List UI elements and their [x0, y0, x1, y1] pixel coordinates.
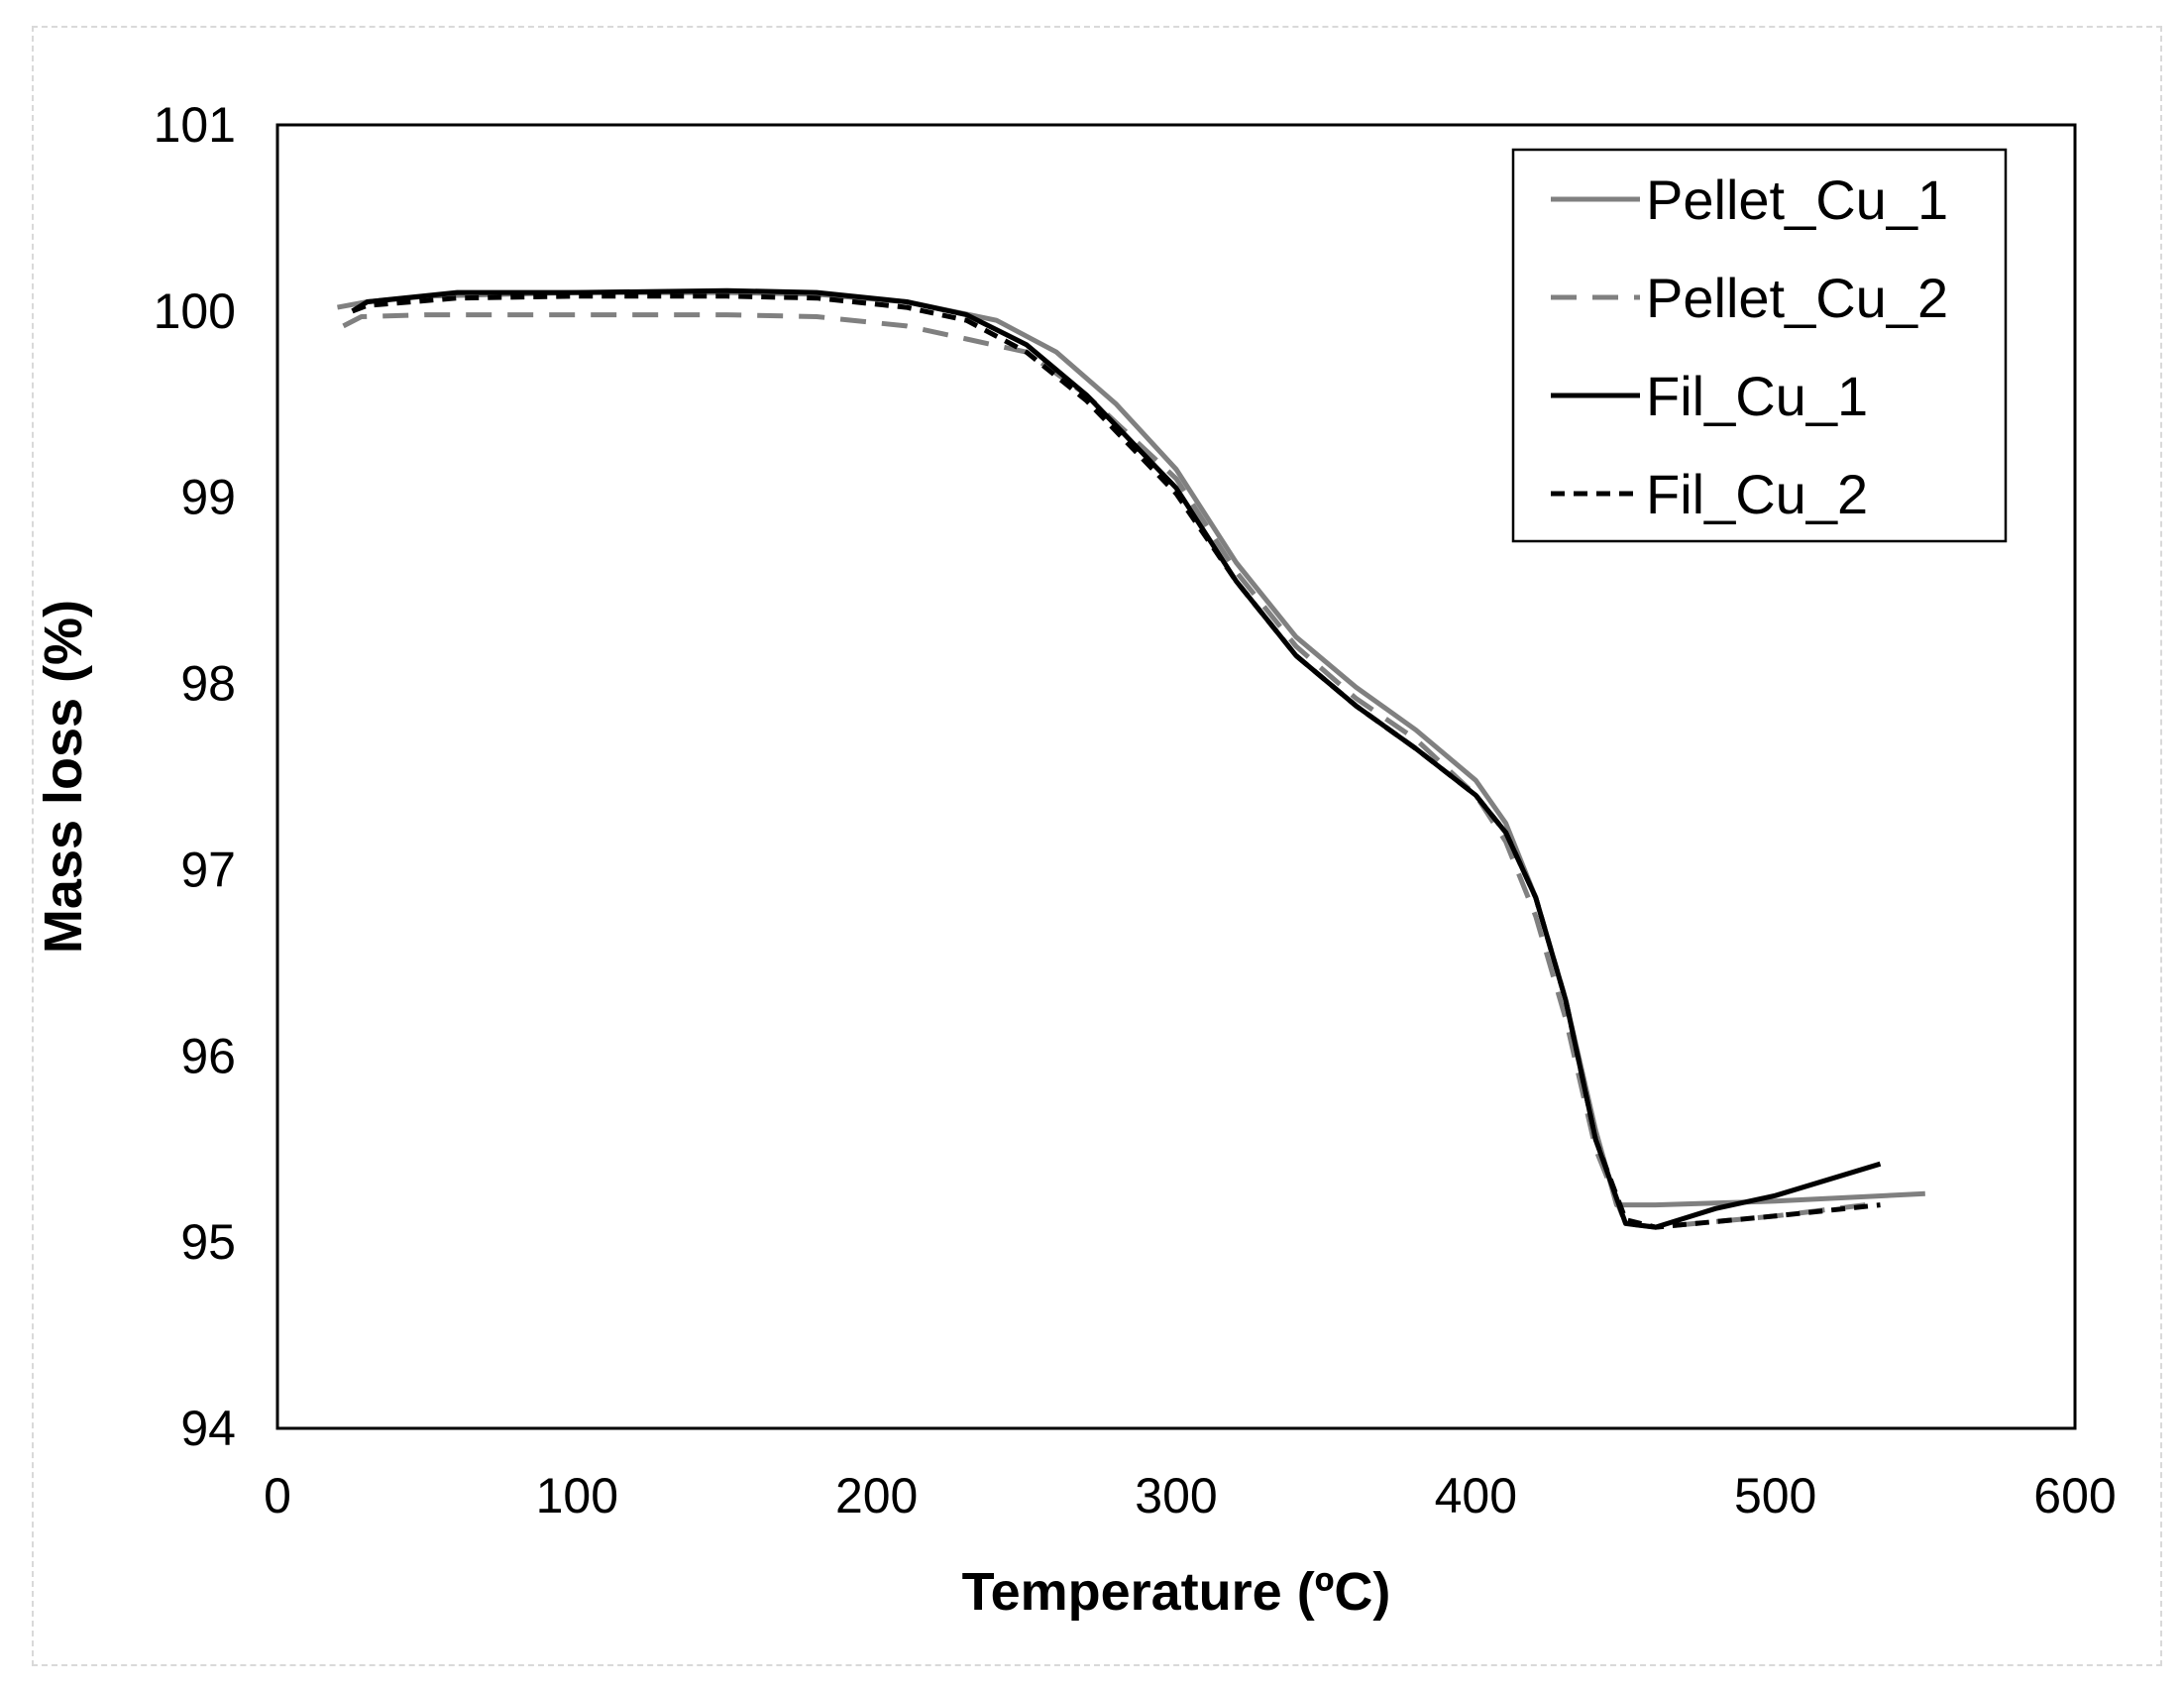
- y-tick-label: 94: [180, 1401, 236, 1456]
- y-tick-label: 100: [154, 283, 236, 339]
- y-axis-title: Mass loss (%): [34, 600, 93, 954]
- x-tick-label: 100: [536, 1468, 618, 1523]
- y-tick-label: 98: [180, 656, 236, 712]
- x-axis-ticks: 0 100 200 300 400 500 600: [264, 1468, 2117, 1523]
- series-line-pellet-cu-2: [342, 312, 1866, 1230]
- x-tick-label: 200: [835, 1468, 918, 1523]
- x-tick-label: 600: [2033, 1468, 2116, 1523]
- series-line-fil-cu-2: [351, 293, 1881, 1230]
- y-tick-label: 99: [180, 470, 236, 525]
- legend-label: Pellet_Cu_1: [1646, 169, 1948, 231]
- y-tick-label: 101: [154, 97, 236, 153]
- x-tick-label: 500: [1734, 1468, 1816, 1523]
- x-tick-label: 300: [1135, 1468, 1217, 1523]
- legend-box: [1511, 148, 2008, 543]
- legend: Pellet_Cu_1 Pellet_Cu_2 Fil_Cu_1 Fil_Cu_2: [1511, 148, 2008, 543]
- legend-label: Fil_Cu_1: [1646, 365, 1868, 427]
- y-tick-label: 97: [180, 842, 236, 897]
- plot-area: [275, 123, 2077, 1430]
- chart-frame: [32, 26, 2162, 1666]
- x-axis-title: Temperature (ºC): [962, 1562, 1391, 1622]
- legend-label: Fil_Cu_2: [1646, 463, 1868, 525]
- y-axis-ticks: 94 95 96 97 98 99 100 101: [154, 97, 236, 1456]
- series-lines: [337, 287, 1925, 1230]
- series-line-fil-cu-1: [351, 287, 1882, 1230]
- x-tick-label: 0: [264, 1468, 291, 1523]
- y-tick-label: 96: [180, 1028, 236, 1083]
- y-tick-label: 95: [180, 1214, 236, 1270]
- x-tick-label: 400: [1435, 1468, 1517, 1523]
- legend-label: Pellet_Cu_2: [1646, 267, 1948, 329]
